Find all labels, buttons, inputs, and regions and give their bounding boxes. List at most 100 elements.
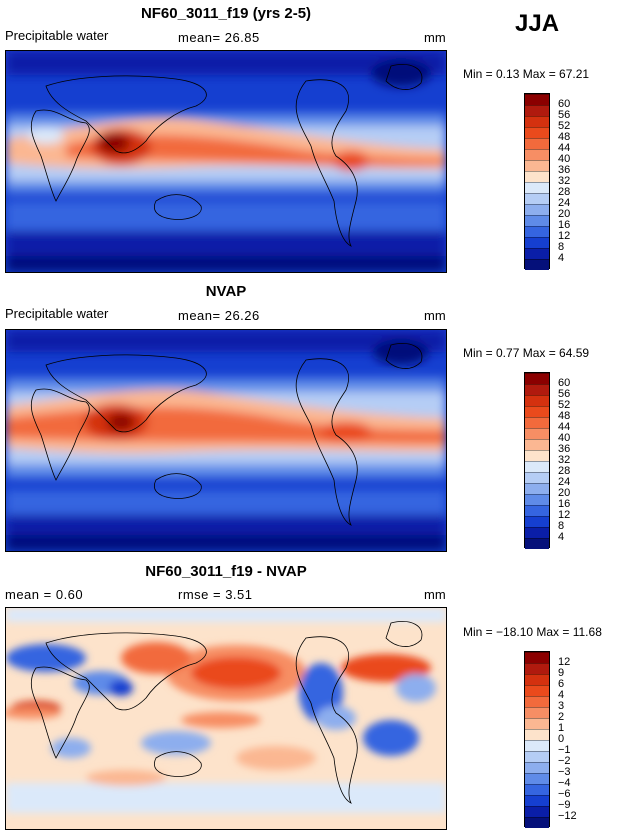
colorbar-swatch — [525, 384, 549, 395]
panel-2-units: mm — [424, 308, 446, 323]
panel-2-title: NVAP — [205, 283, 247, 300]
panel-1-min-max: Min = 0.13 Max = 67.21 — [463, 67, 590, 81]
panel-2-map-plot — [6, 330, 446, 551]
panel-1-map-plot — [6, 51, 446, 272]
colorbar-swatch — [525, 538, 549, 549]
colorbar-swatch — [525, 215, 549, 226]
panel-2-map — [5, 329, 447, 552]
colorbar-tick: 20 — [558, 208, 571, 220]
colorbar-swatch — [525, 817, 549, 828]
colorbar-tick: 44 — [558, 142, 571, 154]
colorbar-swatch — [525, 406, 549, 417]
colorbar-tick: 48 — [558, 131, 571, 143]
colorbar-tick: −2 — [558, 755, 571, 767]
panel-1-colorbar — [524, 93, 550, 270]
colorbar-swatch — [525, 707, 549, 718]
colorbar-swatch — [525, 685, 549, 696]
colorbar-swatch — [525, 472, 549, 483]
colorbar-tick: 20 — [558, 487, 571, 499]
colorbar-swatch — [525, 806, 549, 817]
panel-3-units: mm — [424, 587, 446, 602]
colorbar-swatch — [525, 784, 549, 795]
colorbar-swatch — [525, 652, 549, 663]
colorbar-swatch — [525, 505, 549, 516]
colorbar-swatch — [525, 663, 549, 674]
panel-1-title: NF60_3011_f19 (yrs 2-5) — [140, 5, 312, 22]
panel-3-min-max: Min = −18.10 Max = 11.68 — [463, 625, 602, 639]
colorbar-tick: 9 — [558, 667, 565, 679]
colorbar-tick: 8 — [558, 241, 565, 253]
colorbar-tick: 44 — [558, 421, 571, 433]
colorbar-tick: 48 — [558, 410, 571, 422]
panel-3-colorbar — [524, 651, 550, 828]
panel-1-variable-label: Precipitable water — [5, 28, 109, 43]
colorbar-tick: 60 — [558, 377, 571, 389]
panel-3-map-plot — [6, 608, 446, 829]
colorbar-tick: 4 — [558, 689, 565, 701]
colorbar-tick: 3 — [558, 700, 565, 712]
colorbar-swatch — [525, 439, 549, 450]
colorbar-swatch — [525, 171, 549, 182]
colorbar-tick: −3 — [558, 766, 571, 778]
colorbar-swatch — [525, 461, 549, 472]
colorbar-swatch — [525, 762, 549, 773]
colorbar-tick: 24 — [558, 476, 571, 488]
colorbar-swatch — [525, 105, 549, 116]
colorbar-tick: 16 — [558, 498, 571, 510]
colorbar-tick: 2 — [558, 711, 565, 723]
colorbar-tick: 32 — [558, 175, 571, 187]
colorbar-tick: 56 — [558, 388, 571, 400]
panel-1-map — [5, 50, 447, 273]
colorbar-swatch — [525, 729, 549, 740]
colorbar-swatch — [525, 373, 549, 384]
colorbar-tick: 52 — [558, 399, 571, 411]
colorbar-swatch — [525, 696, 549, 707]
colorbar-swatch — [525, 450, 549, 461]
colorbar-tick: 24 — [558, 197, 571, 209]
colorbar-swatch — [525, 674, 549, 685]
colorbar-swatch — [525, 516, 549, 527]
colorbar-tick: −9 — [558, 799, 571, 811]
colorbar-tick: −1 — [558, 744, 571, 756]
colorbar-swatch — [525, 127, 549, 138]
colorbar-tick: 60 — [558, 98, 571, 110]
colorbar-swatch — [525, 204, 549, 215]
colorbar-swatch — [525, 116, 549, 127]
colorbar-swatch — [525, 160, 549, 171]
colorbar-tick: 12 — [558, 509, 571, 521]
colorbar-tick: 52 — [558, 120, 571, 132]
panel-1-units: mm — [424, 30, 446, 45]
colorbar-tick: 32 — [558, 454, 571, 466]
colorbar-swatch — [525, 395, 549, 406]
colorbar-tick: −4 — [558, 777, 571, 789]
colorbar-tick: 40 — [558, 432, 571, 444]
panel-3-title: NF60_3011_f19 - NVAP — [145, 563, 307, 580]
colorbar-swatch — [525, 138, 549, 149]
colorbar-tick: 8 — [558, 520, 565, 532]
colorbar-tick: 40 — [558, 153, 571, 165]
colorbar-tick: 28 — [558, 465, 571, 477]
colorbar-swatch — [525, 751, 549, 762]
colorbar-swatch — [525, 182, 549, 193]
panel-3-rmse-label: rmse = 3.51 — [178, 587, 253, 602]
colorbar-swatch — [525, 226, 549, 237]
colorbar-tick: 12 — [558, 656, 571, 668]
colorbar-swatch — [525, 795, 549, 806]
colorbar-swatch — [525, 193, 549, 204]
colorbar-swatch — [525, 494, 549, 505]
season-label: JJA — [515, 10, 560, 37]
colorbar-swatch — [525, 527, 549, 538]
colorbar-tick: 0 — [558, 733, 565, 745]
colorbar-tick: 4 — [558, 531, 565, 543]
panel-2-variable-label: Precipitable water — [5, 306, 109, 321]
colorbar-tick: 36 — [558, 164, 571, 176]
panel-3-map — [5, 607, 447, 830]
panel-2-colorbar — [524, 372, 550, 549]
panel-3-mean-label: mean = 0.60 — [5, 587, 84, 602]
colorbar-swatch — [525, 94, 549, 105]
colorbar-tick: 56 — [558, 109, 571, 121]
colorbar-tick: 16 — [558, 219, 571, 231]
colorbar-swatch — [525, 718, 549, 729]
panel-2-mean-label: mean= 26.26 — [178, 308, 260, 323]
colorbar-tick: 28 — [558, 186, 571, 198]
